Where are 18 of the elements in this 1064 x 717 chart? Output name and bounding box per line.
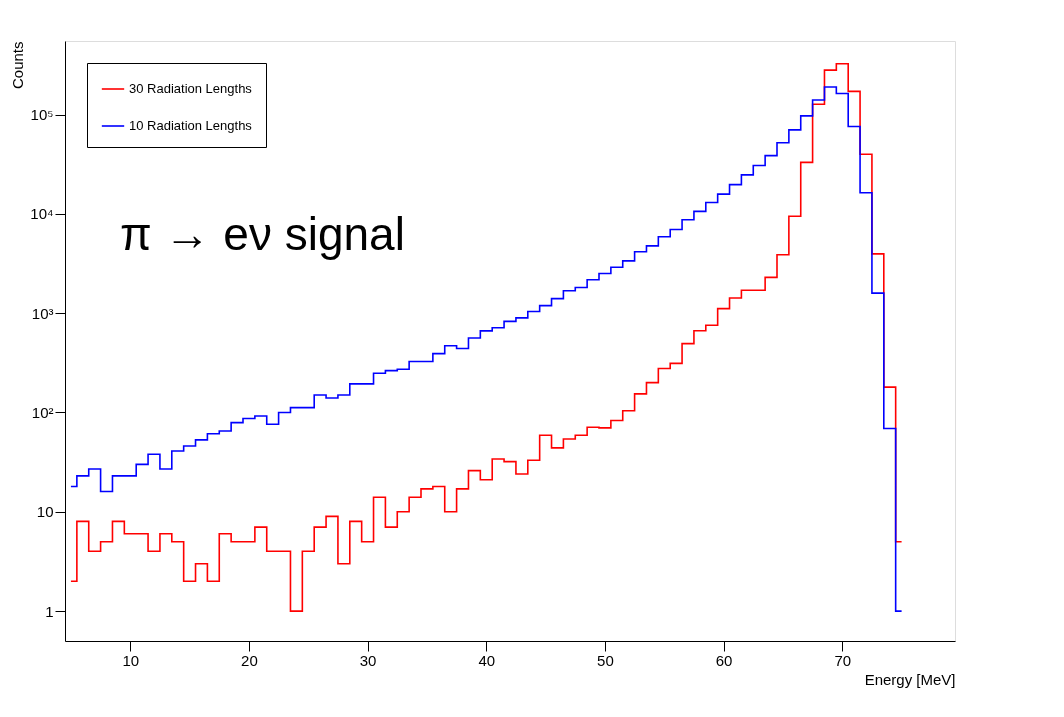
x-tick-label: 30 <box>359 651 377 669</box>
x-tick-label: 60 <box>715 651 733 669</box>
x-tick-label: 70 <box>834 651 852 669</box>
y-tick-label: 10⁴ <box>30 205 54 223</box>
y-tick-label: 1 <box>45 602 54 620</box>
legend-label: 30 Radiation Lengths <box>129 81 253 96</box>
y-tick-label: 10⁵ <box>30 106 54 124</box>
x-tick-label: 50 <box>597 651 614 669</box>
x-tick-label: 10 <box>122 651 140 669</box>
y-tick-label: 10 <box>36 503 54 521</box>
y-tick-label: 10³ <box>31 304 54 322</box>
legend-label: 10 Radiation Lengths <box>129 118 253 133</box>
annotation: π → eν signal <box>120 208 405 260</box>
x-tick-label: 40 <box>478 651 496 669</box>
x-tick-label: 20 <box>241 651 258 669</box>
x-axis-title: Energy [MeV] <box>864 670 956 688</box>
y-tick-label: 10² <box>31 403 54 421</box>
y-axis-title: Counts <box>9 41 27 90</box>
